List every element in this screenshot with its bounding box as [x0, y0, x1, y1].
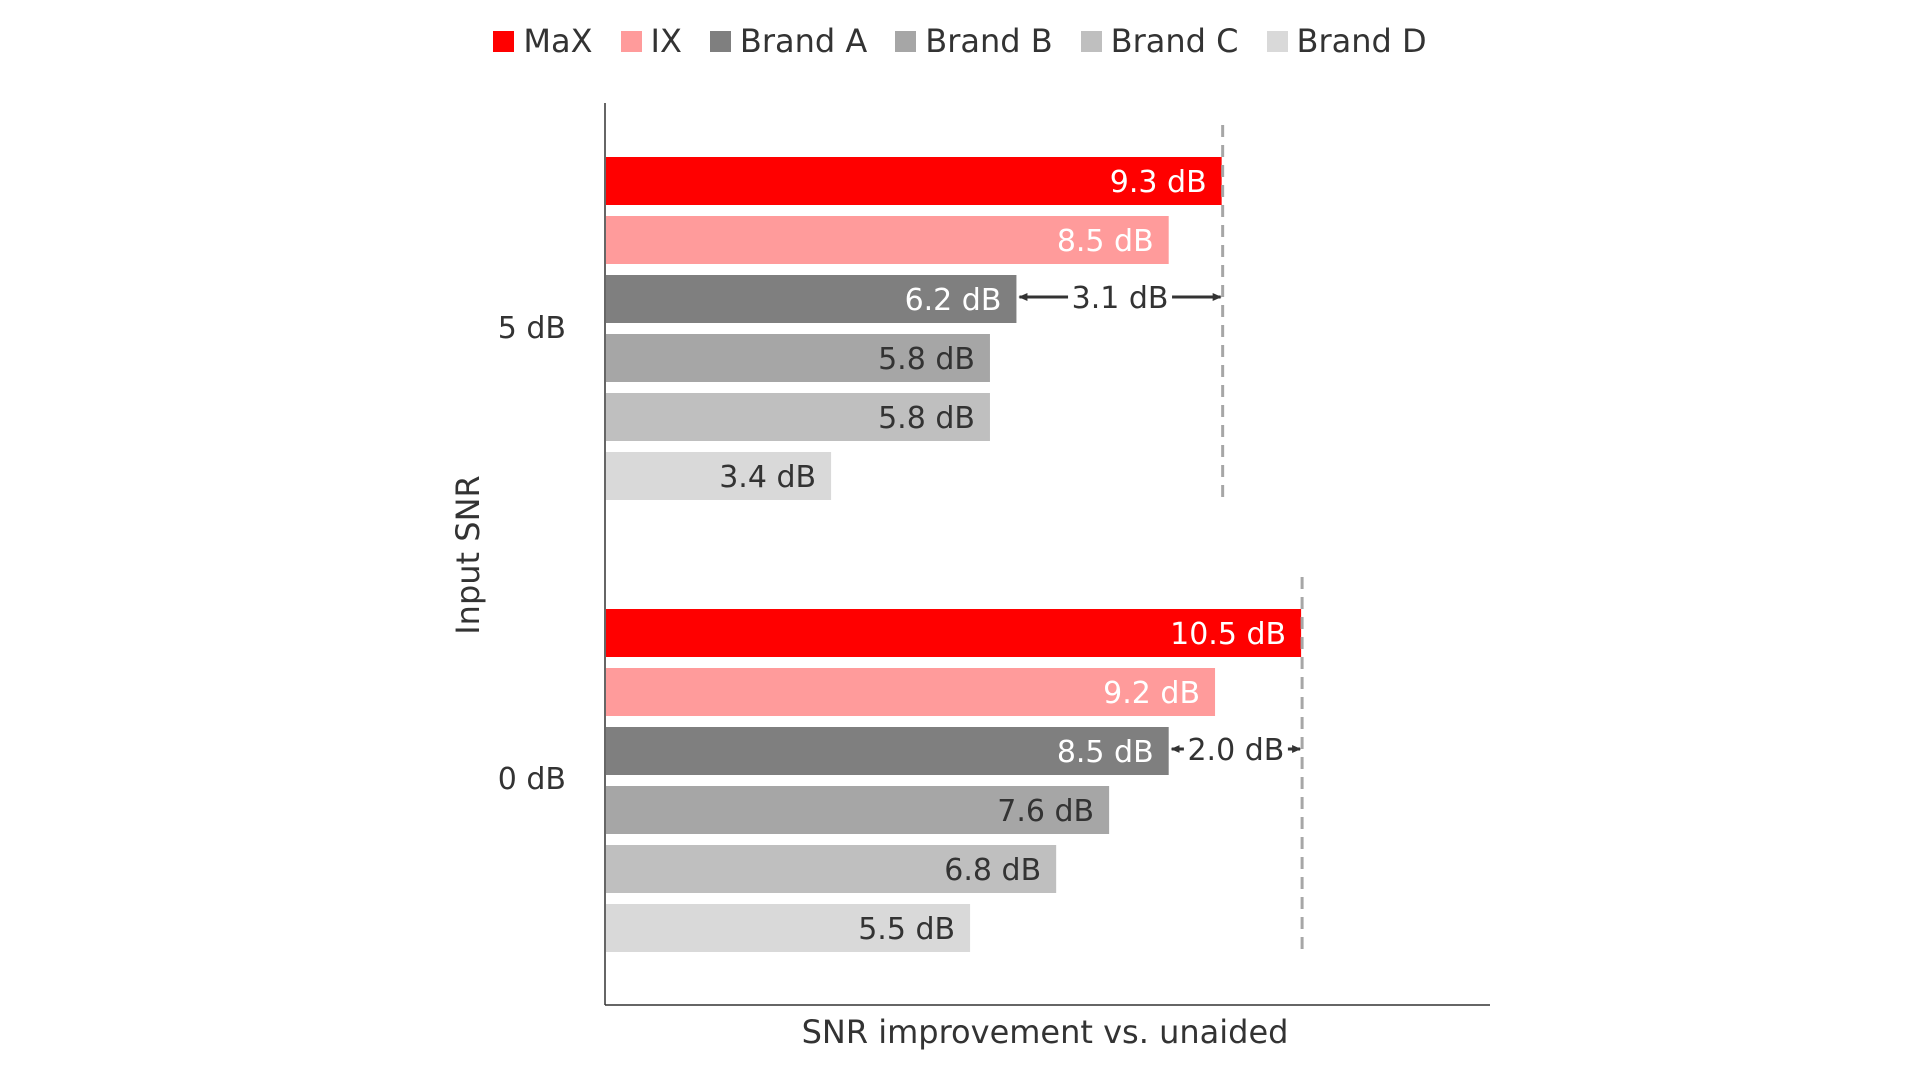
- data-label-0-db-brand-b: 7.6 dB: [997, 794, 1094, 829]
- bar-5-db-ix: [606, 216, 1169, 264]
- category-label-5db: 5 dB: [498, 311, 566, 346]
- bar-5-db-brand-a: [606, 275, 1017, 323]
- legend-swatch-brand-b: [895, 30, 917, 52]
- data-label-5-db-brand-d: 3.4 dB: [719, 460, 816, 495]
- data-label-0-db-brand-a: 8.5 dB: [1057, 735, 1154, 770]
- bar-0-db-ix: [606, 668, 1216, 716]
- legend-label-max: MaX: [523, 22, 593, 60]
- diff-label-0-db: 2.0 dB: [1187, 733, 1284, 768]
- legend-item-brand-b: Brand B: [895, 22, 1053, 60]
- data-label-5-db-brand-b: 5.8 dB: [878, 342, 975, 377]
- legend-item-brand-d: Brand D: [1266, 22, 1427, 60]
- legend-label-brand-c: Brand C: [1110, 22, 1239, 60]
- legend-item-max: MaX: [493, 22, 593, 60]
- legend-label-ix: IX: [650, 22, 682, 60]
- data-label-5-db-brand-a: 6.2 dB: [905, 283, 1002, 318]
- data-label-5-db-max: 9.3 dB: [1110, 165, 1207, 200]
- bar-0-db-brand-a: [606, 727, 1169, 775]
- x-axis-title: SNR improvement vs. unaided: [802, 1013, 1289, 1051]
- legend-item-ix: IX: [620, 22, 682, 60]
- legend-swatch-brand-d: [1266, 30, 1288, 52]
- y-axis-title: Input SNR: [449, 475, 487, 635]
- legend-label-brand-d: Brand D: [1296, 22, 1427, 60]
- data-label-0-db-brand-d: 5.5 dB: [858, 912, 955, 947]
- data-label-0-db-ix: 9.2 dB: [1103, 676, 1200, 711]
- bar-0-db-max: [606, 609, 1302, 657]
- legend-swatch-ix: [620, 30, 642, 52]
- data-label-0-db-max: 10.5 dB: [1170, 617, 1286, 652]
- legend-item-brand-a: Brand A: [709, 22, 868, 60]
- legend-swatch-brand-c: [1080, 30, 1102, 52]
- legend-item-brand-c: Brand C: [1080, 22, 1239, 60]
- bar-5-db-max: [606, 157, 1222, 205]
- data-label-5-db-brand-c: 5.8 dB: [878, 401, 975, 436]
- legend-swatch-max: [493, 30, 515, 52]
- diff-label-5-db: 3.1 dB: [1072, 281, 1169, 316]
- category-label-0db: 0 dB: [498, 762, 566, 797]
- bar-5-db-brand-d: [606, 452, 832, 500]
- legend-label-brand-a: Brand A: [739, 22, 868, 60]
- bar-0-db-brand-b: [606, 786, 1110, 834]
- legend-label-brand-b: Brand B: [925, 22, 1053, 60]
- data-label-0-db-brand-c: 6.8 dB: [944, 853, 1041, 888]
- bar-0-db-brand-c: [606, 845, 1057, 893]
- bar-5-db-brand-b: [606, 334, 990, 382]
- bar-0-db-brand-d: [606, 904, 971, 952]
- legend: MaX IX Brand A Brand B Brand C Brand D: [0, 22, 1920, 60]
- data-label-5-db-ix: 8.5 dB: [1057, 224, 1154, 259]
- legend-swatch-brand-a: [709, 30, 731, 52]
- bar-5-db-brand-c: [606, 393, 990, 441]
